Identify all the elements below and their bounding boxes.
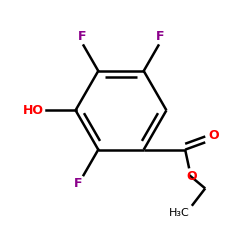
Text: F: F	[74, 177, 82, 190]
Text: F: F	[78, 30, 86, 43]
Text: F: F	[156, 30, 164, 43]
Text: O: O	[186, 170, 197, 183]
Text: O: O	[208, 128, 219, 141]
Text: H₃C: H₃C	[168, 208, 189, 218]
Text: HO: HO	[23, 104, 44, 117]
